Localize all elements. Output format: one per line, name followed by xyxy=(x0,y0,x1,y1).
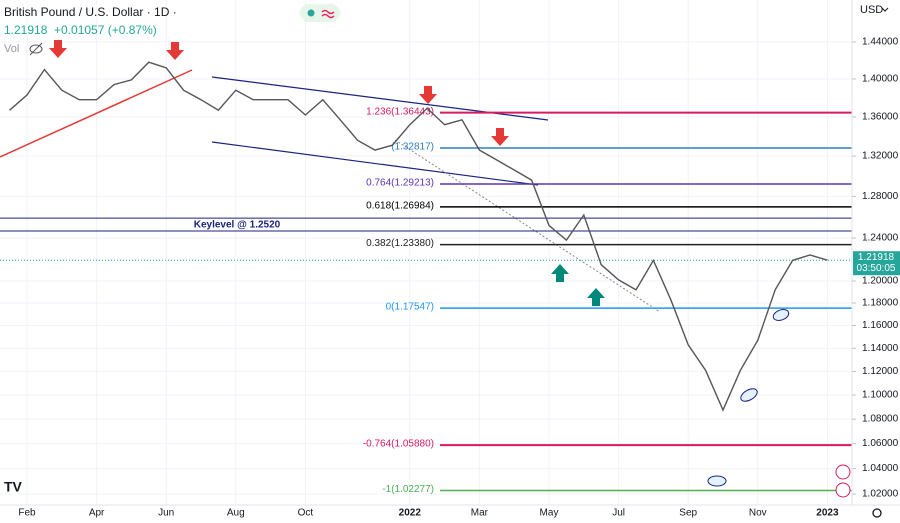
price-change: +0.01057 (+0.87%) xyxy=(54,23,157,37)
fib-level-label: 0.382(1.23380) xyxy=(366,238,434,249)
x-tick-label: Aug xyxy=(227,508,245,519)
fib-level-label: 0.764(1.29213) xyxy=(366,178,434,189)
y-tick-label: 1.02000 xyxy=(862,489,899,500)
channel-lower xyxy=(211,141,539,186)
fib-level-label: 1.236(1.36443) xyxy=(366,106,434,117)
status-wave xyxy=(321,9,335,19)
x-tick-label: Apr xyxy=(89,508,105,519)
y-tick-label: 1.06000 xyxy=(862,438,899,449)
fib-base-line xyxy=(394,139,661,313)
last-price-box xyxy=(853,251,900,276)
y-tick-label: 1.04000 xyxy=(862,463,899,474)
sell-arrows xyxy=(49,40,509,146)
y-tick-label: 1.08000 xyxy=(862,414,899,425)
y-tick-label: 1.44000 xyxy=(862,37,899,48)
buy-arrows xyxy=(551,264,605,306)
levels: 1.236(1.36443) (1.32817) 0.764(1.29213) 0.6… xyxy=(0,106,852,495)
price-line xyxy=(9,61,828,412)
x-tick-label: 2023 xyxy=(816,508,839,519)
fib-level-label: 0(1.17547) xyxy=(386,302,434,313)
y-tick-label: 1.18000 xyxy=(862,298,899,309)
x-axis: Feb Apr Jun Aug Oct 2022 Mar May Jul Sep Nov 2023 xyxy=(18,508,839,519)
y-tick-label: 1.24000 xyxy=(862,233,899,244)
key-level-label: Keylevel @ 1.2520 xyxy=(194,220,281,231)
y-tick-label: 1.12000 xyxy=(862,366,899,377)
fib-level-label: (1.32817) xyxy=(391,142,434,153)
markers xyxy=(707,309,790,487)
y-tick-label: 1.14000 xyxy=(862,343,899,354)
last-price: 1.21918 xyxy=(4,23,48,37)
series xyxy=(9,61,828,412)
y-tick-label: 1.36000 xyxy=(862,112,899,123)
countdown: 03:50:05 xyxy=(857,263,896,274)
time-axis xyxy=(0,505,900,523)
currency-caret[interactable] xyxy=(881,7,889,12)
hide-icon[interactable] xyxy=(29,42,43,56)
y-tick-label: 1.28000 xyxy=(862,191,899,202)
y-tick-label: 1.40000 xyxy=(862,74,899,85)
fib-level-label: 0.618(1.26984) xyxy=(366,200,434,211)
volume-label: Vol xyxy=(4,43,19,55)
fib-level-label: -0.764(1.05880) xyxy=(363,439,434,450)
fib-level-label: -1(1.02277) xyxy=(382,484,434,495)
y-tick-label: 1.10000 xyxy=(862,390,899,401)
y-tick-label: 1.20000 xyxy=(862,276,899,287)
y-tick-label: 1.16000 xyxy=(862,320,899,331)
x-tick-label: Jul xyxy=(612,508,625,519)
last-price-axis-label: 1.21918 xyxy=(858,252,895,263)
grid xyxy=(0,0,852,505)
trend-line xyxy=(0,69,193,158)
y-tick-label: 1.32000 xyxy=(862,151,899,162)
symbol-title: British Pound / U.S. Dollar · 1D · xyxy=(4,5,177,19)
x-tick-label: Mar xyxy=(471,508,489,519)
status-dot xyxy=(307,9,315,17)
x-tick-label: Sep xyxy=(679,508,697,519)
x-tick-label: May xyxy=(540,508,559,519)
y-axis: 1.44000 1.40000 1.36000 1.32000 1.28000 1.240… xyxy=(852,37,899,500)
x-tick-label: Oct xyxy=(298,508,314,519)
logo: TV xyxy=(4,479,23,495)
x-tick-label: Jun xyxy=(158,508,174,519)
x-tick-label: 2022 xyxy=(399,508,422,519)
settings-icon[interactable] xyxy=(872,508,882,518)
x-tick-label: Feb xyxy=(18,508,36,519)
currency[interactable]: USD xyxy=(860,4,883,16)
usd-flag xyxy=(835,482,851,498)
x-tick-label: Nov xyxy=(749,508,767,519)
gbp-flag xyxy=(835,464,851,480)
